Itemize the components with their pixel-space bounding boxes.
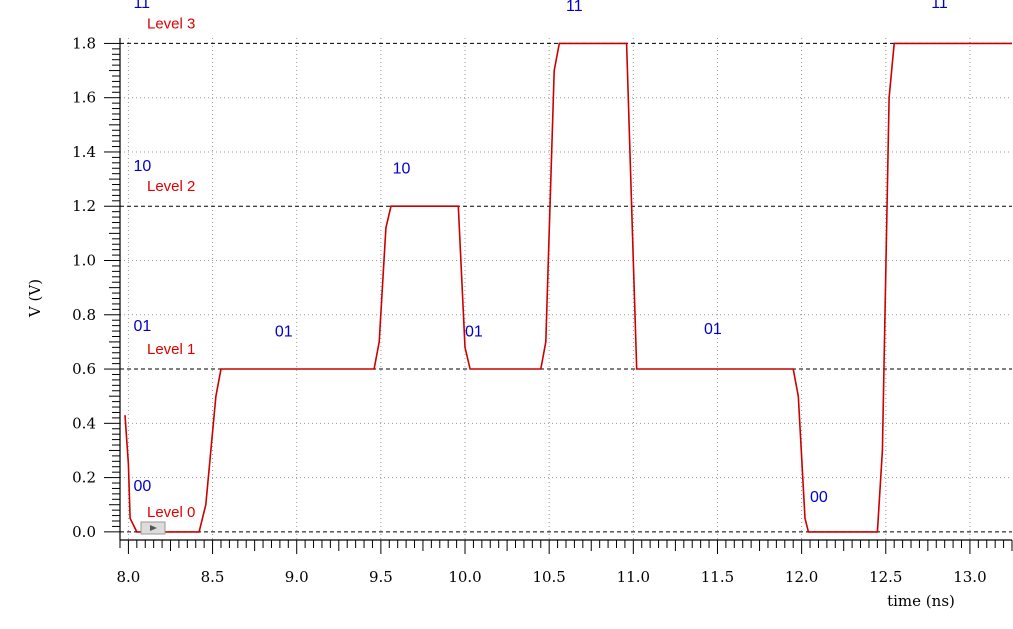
x-tick-label: 8.0 [116, 568, 140, 586]
x-tick-label: 9.0 [285, 568, 309, 586]
x-tick-label: 9.5 [369, 568, 393, 586]
y-tick-label: 1.2 [72, 197, 96, 215]
axes: 0.0 0.2 0.4 0.6 0.8 1.0 1.2 1.4 1.6 1.8 8.0 8.5 9.0 9… [72, 34, 1013, 586]
level-label: Level 1 [147, 341, 195, 358]
y-axis-title: V (V) [26, 279, 44, 318]
level-label: Level 3 [147, 15, 195, 32]
y-tick-label: 0.4 [72, 414, 96, 432]
code-annotation: 00 [810, 489, 828, 506]
y-tick-label: 0.0 [72, 523, 96, 541]
code-annotation: 10 [133, 158, 151, 175]
code-annotation: 11 [931, 0, 948, 12]
labels: Level 0 Level 1 Level 2 Level 3 00 01 10 11 01 10… [133, 0, 947, 521]
y-tick-label: 1.6 [72, 89, 96, 107]
x-tick-label: 12.5 [869, 568, 902, 586]
code-annotation: 10 [393, 161, 411, 178]
x-tick-label: 11.0 [617, 568, 650, 586]
code-annotation: 01 [275, 323, 293, 340]
y-tick-label: 1.4 [72, 143, 96, 161]
cursor-marker[interactable] [140, 521, 166, 535]
y-tick-label: 1.8 [72, 34, 96, 52]
level-label: Level 0 [147, 504, 195, 521]
series [124, 42, 1012, 533]
x-tick-label: 8.5 [201, 568, 225, 586]
grid [120, 38, 1012, 540]
x-axis-title: time (ns) [887, 592, 955, 610]
code-annotation: 01 [704, 321, 722, 338]
code-annotation: 00 [133, 478, 151, 495]
level-reference-lines [120, 42, 1012, 533]
y-tick-label: 0.8 [72, 306, 96, 324]
y-tick-label: 0.2 [72, 469, 96, 487]
level-label: Level 2 [147, 178, 195, 195]
x-tick-label: 10.0 [448, 568, 481, 586]
x-tick-label: 11.5 [701, 568, 734, 586]
code-annotation: 01 [465, 323, 483, 340]
x-tick-label: 10.5 [532, 568, 565, 586]
y-tick-label: 0.6 [72, 360, 96, 378]
code-annotation: 11 [566, 0, 583, 15]
y-tick-label: 1.0 [72, 252, 96, 270]
x-tick-label: 13.0 [953, 568, 986, 586]
code-annotation: 11 [133, 0, 150, 12]
code-annotation: 01 [133, 318, 151, 335]
voltage-series-line [124, 42, 1012, 533]
x-tick-label: 12.0 [785, 568, 818, 586]
